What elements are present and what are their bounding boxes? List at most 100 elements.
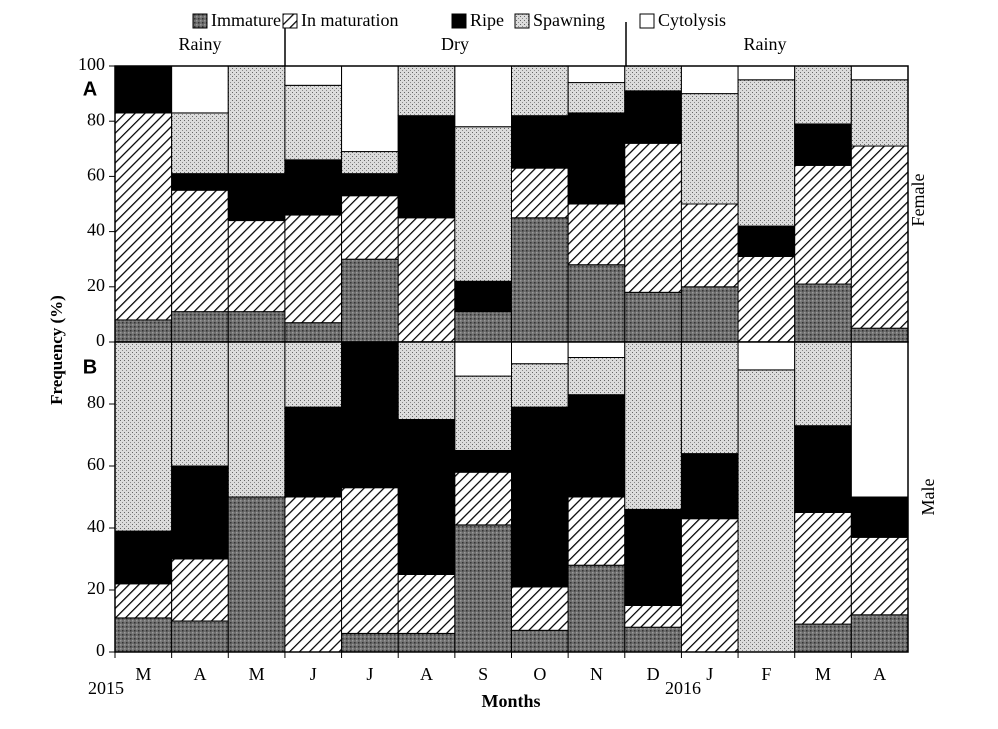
bar-segment [397,632,456,653]
bar-segment [284,214,343,324]
y-tick-label: 20 [87,275,105,295]
x-tick-label: A [420,664,433,684]
x-tick-label: J [366,664,373,684]
legend-label: Cytolysis [658,10,726,30]
bar-segment [454,450,513,473]
bar-segment [227,496,286,653]
bar-segment [284,406,343,498]
bar-segment [454,341,513,377]
legend-swatch [451,13,467,29]
legend-label: Immature [211,10,281,30]
bar-segment [624,626,682,653]
bar-segment [567,496,626,566]
bar-segment [114,530,173,585]
bar-segment [680,341,739,455]
bar-segment [227,220,286,313]
bar-segment [397,217,456,343]
legend-label: In maturation [301,10,398,30]
bar-segment [737,65,796,81]
bar-segment [454,375,513,452]
panel-label: A [83,78,97,100]
x-tick-label: M [815,664,831,684]
bar-segment [114,319,173,343]
bar-segment [567,65,626,84]
bar-segment [171,112,229,175]
legend-swatch [514,13,530,29]
bar-segment [794,425,852,514]
bar-segment [737,225,796,257]
bar-segment [511,586,569,631]
bar-segment [567,203,626,266]
season-label: Rainy [179,34,222,54]
x-tick-label: A [193,664,206,684]
bar-segment [171,173,229,191]
side-label: Female [908,174,928,227]
bar-segment [794,123,852,166]
bar-segment [680,93,739,205]
bar-segment [680,286,739,343]
bar-segment [737,369,796,653]
bar-segment [794,283,852,343]
bar-segment [850,79,909,147]
y-axis-label: Frequency (%) [47,295,66,405]
bar-segment [397,574,456,634]
bar-segment [454,524,513,653]
bar-segment [171,341,229,467]
bar-segment [850,65,909,81]
y-tick-label: 0 [96,330,105,350]
x-tick-label: J [706,664,713,684]
y-tick-label: 40 [87,220,105,240]
bar-segment [737,255,796,343]
y-tick-label: 80 [87,109,105,129]
bar-segment [171,465,229,560]
bar-segment [511,167,569,219]
bar-segment [794,623,852,653]
bar-segment [114,617,173,653]
x-tick-label: F [761,664,771,684]
bar-segment [397,341,456,420]
bar-segment [567,264,626,343]
y-tick-label: 20 [87,578,105,598]
bar-segment [341,195,399,260]
year-label: 2016 [665,678,701,698]
bar-segment [850,614,909,653]
legend-label: Spawning [533,10,605,30]
bar-segment [511,217,569,343]
bar-segment [794,512,852,625]
bar-segment [341,341,399,489]
legend-label: Ripe [470,10,504,30]
x-tick-label: A [873,664,886,684]
x-tick-label: J [310,664,317,684]
bar-segment [567,564,626,653]
bar-segment [397,115,456,219]
bar-segment [794,341,852,427]
bar-segment [624,65,682,92]
bar-segment [850,327,909,343]
bar-segment [284,159,343,216]
bar-segment [454,65,513,128]
bar-segment [624,142,682,293]
x-tick-label: M [135,664,151,684]
bar-segment [114,583,173,619]
y-tick-label: 100 [78,54,105,74]
bar-segment [624,605,682,628]
bar-segment [624,341,682,510]
season-label: Dry [441,34,469,54]
bar-segment [680,518,739,653]
panel-label: B [83,356,97,378]
bar-segment [171,558,229,622]
bar-segment [850,341,909,498]
bar-segment [114,341,173,532]
x-axis-label: Months [481,691,540,711]
bar-segment [567,82,626,114]
legend-swatch [282,13,298,29]
bar-segment [850,145,909,329]
y-tick-label: 0 [96,640,105,660]
x-tick-label: S [478,664,488,684]
bar-segment [680,203,739,288]
bar-segment [511,363,569,408]
bar-segment [794,164,852,285]
bar-segment [284,84,343,161]
bar-segment [341,258,399,343]
bar-segment [511,406,569,588]
